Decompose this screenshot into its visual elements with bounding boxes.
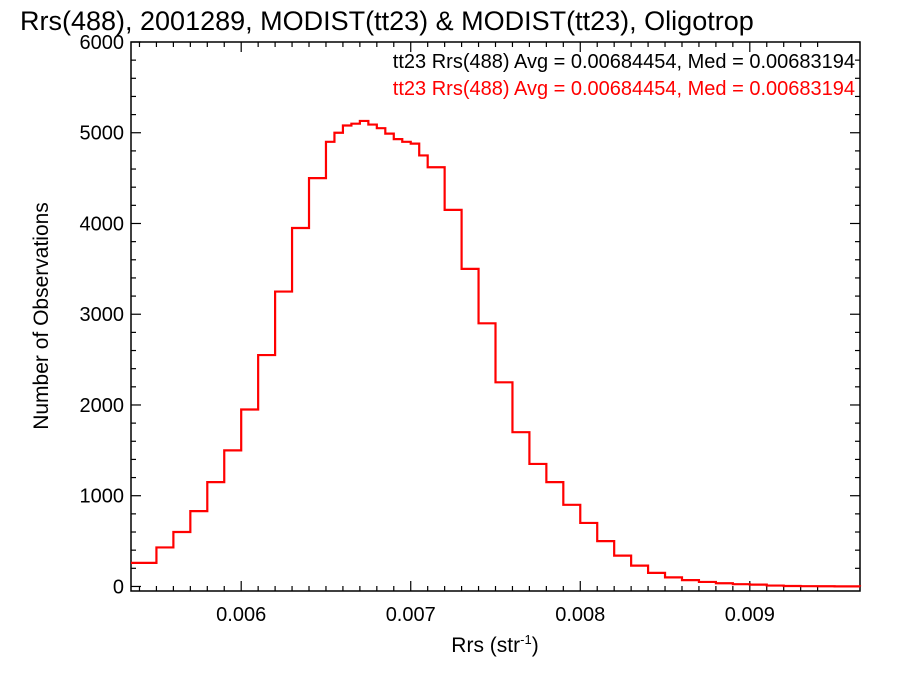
plot-frame [130, 41, 861, 592]
y-axis-label: Number of Observations [30, 202, 53, 430]
annotation-red: tt23 Rrs(488) Avg = 0.00684454, Med = 0.… [393, 78, 855, 100]
y-tick-label: 4000 [80, 213, 125, 235]
annotation-black: tt23 Rrs(488) Avg = 0.00684454, Med = 0.… [393, 51, 855, 73]
x-tick-label: 0.006 [216, 604, 266, 626]
x-axis-label-superscript: -1 [520, 632, 532, 647]
x-ticks: 0.006 0.007 0.008 0.009 [138, 42, 819, 626]
x-tick-label: 0.008 [555, 604, 605, 626]
x-tick-label: 0.007 [386, 604, 436, 626]
y-tick-label: 3000 [80, 304, 125, 326]
y-tick-label: 1000 [80, 486, 125, 508]
x-axis-label-suffix: ) [532, 634, 539, 657]
y-tick-label: 2000 [80, 395, 125, 417]
x-tick-label: 0.009 [725, 604, 775, 626]
y-tick-label: 6000 [80, 32, 125, 54]
chart-title: Rrs(488), 2001289, MODIST(tt23) & MODIST… [20, 6, 754, 36]
x-axis-label: Rrs (str-1) [451, 632, 538, 657]
x-axis-label-main: Rrs (str [451, 634, 520, 657]
y-tick-label: 5000 [80, 123, 125, 145]
histogram-series-line [131, 119, 862, 588]
y-ticks: 0 1000 2000 3000 4000 5000 6000 [80, 32, 860, 598]
y-tick-label: 0 [113, 576, 124, 598]
